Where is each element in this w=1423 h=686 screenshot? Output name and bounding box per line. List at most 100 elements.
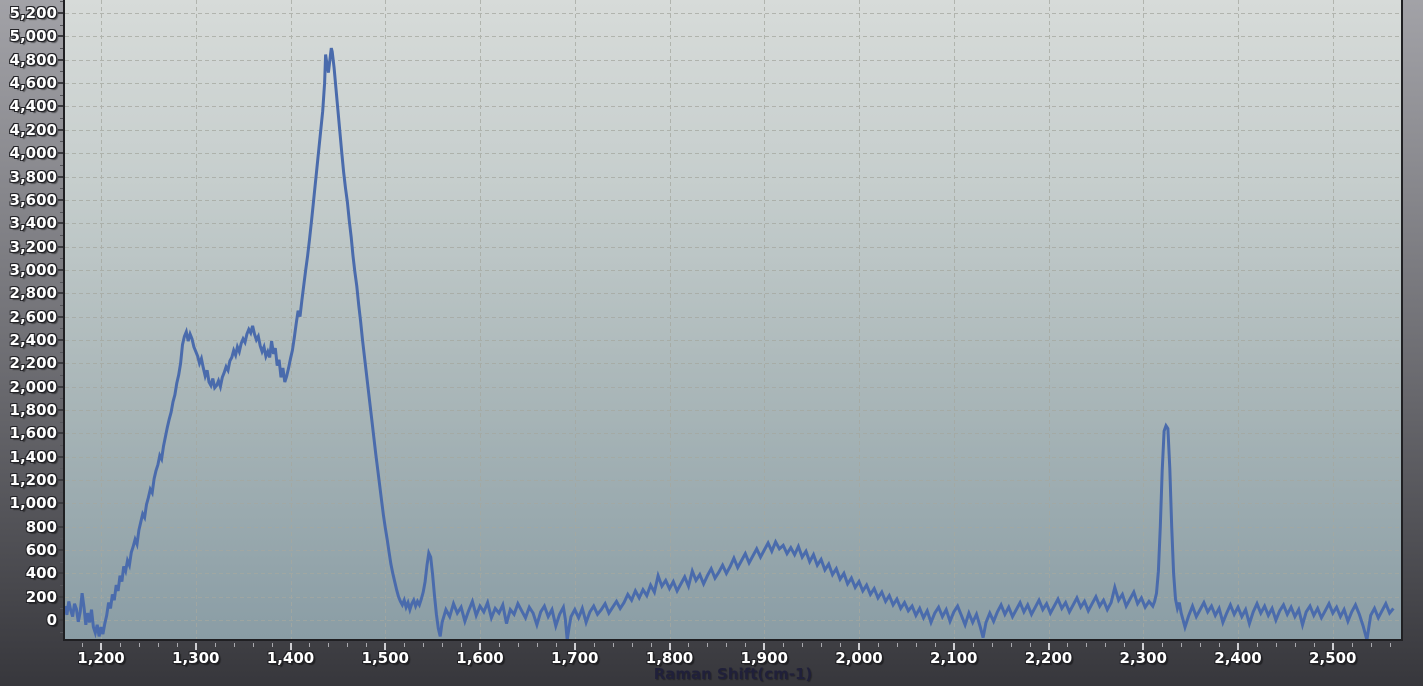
x-major-tick bbox=[858, 643, 861, 650]
x-minor-tick bbox=[442, 643, 444, 647]
x-minor-tick bbox=[138, 643, 140, 647]
x-minor-tick bbox=[802, 643, 804, 647]
x-minor-tick bbox=[1219, 643, 1221, 647]
x-minor-tick bbox=[1370, 643, 1372, 647]
y-major-tick bbox=[58, 198, 63, 201]
y-minor-tick bbox=[60, 164, 63, 166]
gridlines bbox=[65, 0, 1401, 639]
y-major-tick bbox=[58, 268, 63, 271]
y-major-tick bbox=[58, 338, 63, 341]
x-minor-tick bbox=[233, 643, 235, 647]
spectrum-plot-canvas[interactable] bbox=[65, 0, 1401, 639]
y-minor-tick bbox=[60, 468, 63, 470]
x-minor-tick bbox=[972, 643, 974, 647]
y-minor-tick bbox=[60, 1, 63, 3]
x-minor-tick bbox=[404, 643, 406, 647]
y-major-tick bbox=[58, 152, 63, 155]
x-minor-tick bbox=[176, 643, 178, 647]
y-minor-tick bbox=[60, 94, 63, 96]
y-tick-label: 4,000 bbox=[9, 144, 57, 163]
x-minor-tick bbox=[252, 643, 254, 647]
y-minor-tick bbox=[60, 538, 63, 540]
y-tick-label: 5,200 bbox=[9, 4, 57, 23]
x-minor-tick bbox=[461, 643, 463, 647]
x-minor-tick bbox=[1029, 643, 1031, 647]
y-major-tick bbox=[58, 385, 63, 388]
y-tick-label: 1,800 bbox=[9, 400, 57, 419]
x-major-tick bbox=[763, 643, 766, 650]
y-tick-label: 3,200 bbox=[9, 237, 57, 256]
y-tick-label: 1,000 bbox=[9, 494, 57, 513]
y-tick-label: 2,400 bbox=[9, 330, 57, 349]
y-tick-label: 1,200 bbox=[9, 471, 57, 489]
y-major-tick bbox=[58, 82, 63, 85]
x-minor-tick bbox=[157, 643, 159, 647]
x-minor-tick bbox=[82, 643, 84, 647]
x-minor-tick bbox=[347, 643, 349, 647]
y-minor-tick bbox=[60, 211, 63, 213]
x-minor-tick bbox=[214, 643, 216, 647]
x-minor-tick bbox=[821, 643, 823, 647]
y-tick-label: 3,800 bbox=[9, 167, 57, 186]
x-minor-tick bbox=[896, 643, 898, 647]
x-minor-tick bbox=[612, 643, 614, 647]
y-major-tick bbox=[58, 619, 63, 622]
x-tick-label: 1,300 bbox=[172, 649, 220, 667]
x-minor-tick bbox=[726, 643, 728, 647]
x-tick-label: 1,400 bbox=[266, 649, 315, 667]
x-major-tick bbox=[1142, 643, 1145, 650]
x-minor-tick bbox=[991, 643, 993, 647]
y-minor-tick bbox=[60, 258, 63, 260]
y-tick-label: 0 bbox=[46, 611, 57, 630]
y-minor-tick bbox=[60, 281, 63, 283]
x-minor-tick bbox=[1200, 643, 1202, 647]
y-major-tick bbox=[58, 35, 63, 38]
y-minor-tick bbox=[60, 398, 63, 400]
x-minor-tick bbox=[1162, 643, 1164, 647]
x-tick-label: 1,600 bbox=[456, 649, 504, 667]
x-tick-label: 1,800 bbox=[645, 649, 694, 667]
x-minor-tick bbox=[1010, 643, 1012, 647]
y-major-tick bbox=[58, 128, 63, 131]
x-major-tick bbox=[100, 643, 102, 650]
y-tick-label: 2,000 bbox=[9, 377, 57, 396]
x-major-tick bbox=[289, 643, 292, 650]
y-major-tick bbox=[58, 455, 63, 458]
y-major-tick bbox=[58, 479, 63, 481]
x-minor-tick bbox=[593, 643, 595, 647]
y-minor-tick bbox=[60, 631, 63, 633]
y-major-tick bbox=[58, 315, 63, 318]
x-minor-tick bbox=[840, 643, 842, 647]
x-minor-tick bbox=[1313, 643, 1315, 647]
y-major-tick bbox=[58, 58, 63, 61]
x-tick-label: 1,700 bbox=[551, 649, 599, 667]
x-major-tick bbox=[479, 643, 481, 650]
x-minor-tick bbox=[1294, 643, 1296, 647]
y-major-tick bbox=[58, 292, 63, 295]
y-tick-label: 1,600 bbox=[9, 424, 57, 443]
y-major-tick bbox=[58, 595, 63, 598]
y-minor-tick bbox=[60, 374, 63, 376]
x-minor-tick bbox=[1105, 643, 1107, 647]
x-minor-tick bbox=[877, 643, 879, 647]
y-minor-tick bbox=[60, 491, 63, 493]
y-tick-label: 5,000 bbox=[9, 27, 57, 46]
y-tick-label: 600 bbox=[25, 541, 57, 560]
x-minor-tick bbox=[631, 643, 633, 647]
x-tick-label: 2,100 bbox=[930, 649, 978, 667]
x-tick-label: 2,400 bbox=[1214, 649, 1262, 667]
y-minor-tick bbox=[60, 328, 63, 330]
x-major-tick bbox=[384, 643, 387, 650]
x-minor-tick bbox=[1067, 643, 1069, 647]
y-tick-label: 3,000 bbox=[9, 260, 57, 279]
x-minor-tick bbox=[1124, 643, 1126, 647]
y-major-tick bbox=[58, 572, 63, 575]
y-tick-label: 1,400 bbox=[9, 447, 57, 466]
x-major-tick bbox=[194, 643, 197, 650]
y-major-tick bbox=[58, 408, 63, 411]
plot-area[interactable] bbox=[63, 0, 1403, 641]
x-minor-tick bbox=[934, 643, 936, 647]
x-minor-tick bbox=[783, 643, 785, 647]
x-major-tick bbox=[1237, 643, 1240, 650]
x-minor-tick bbox=[1181, 643, 1183, 647]
